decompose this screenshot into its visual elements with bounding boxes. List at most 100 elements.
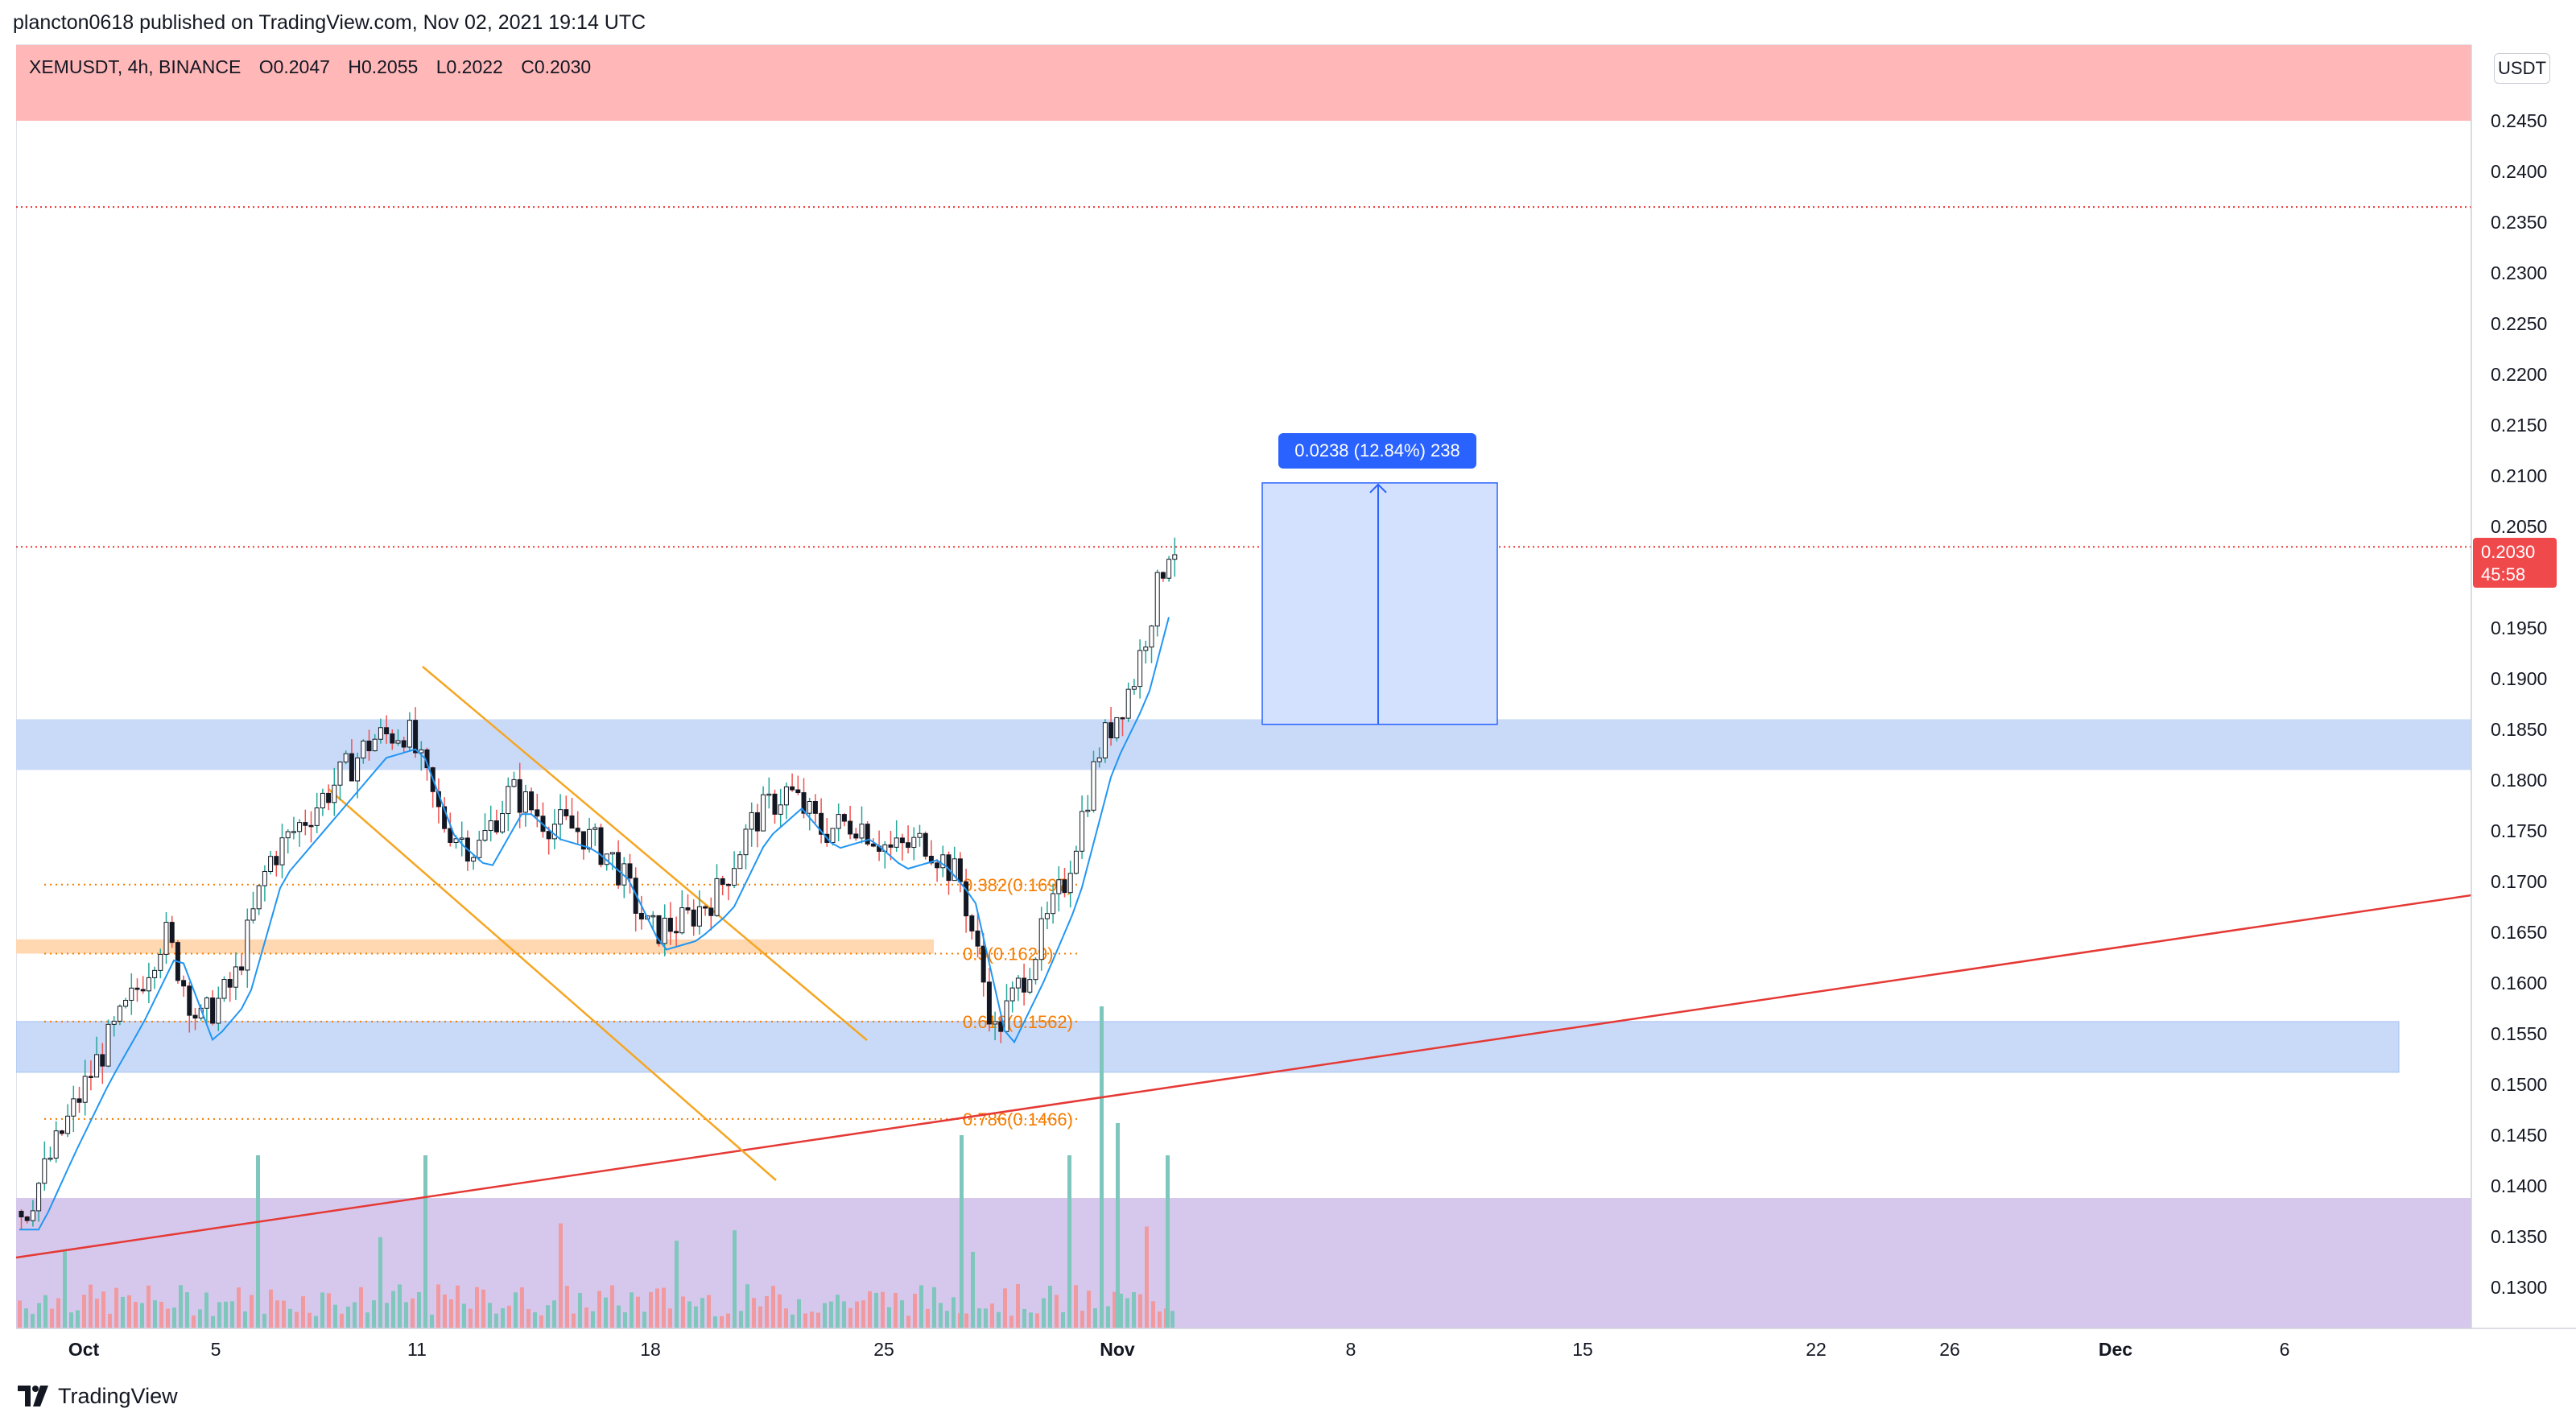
legend-low: L0.2022	[436, 56, 503, 77]
candle-body	[511, 779, 517, 787]
candle-body	[1009, 987, 1015, 1002]
volume-bar	[816, 1312, 820, 1328]
candle-body	[1062, 879, 1067, 894]
candle-body	[123, 999, 129, 1007]
legend-open: O0.2047	[258, 56, 330, 77]
volume-bar	[700, 1298, 704, 1328]
plot-group: 0.382(0.1697)0.5(0.1629)0.618(0.1562)0.7…	[16, 45, 2471, 1328]
candle-body	[1027, 979, 1033, 993]
resistance-zone	[16, 45, 2471, 122]
candle-body	[1131, 686, 1137, 690]
volume-bar	[443, 1294, 447, 1328]
price-tick-label: 0.2450	[2491, 110, 2547, 131]
volume-bar	[1138, 1294, 1142, 1328]
volume-bar	[159, 1301, 163, 1328]
candle-body	[598, 827, 604, 865]
volume-bar	[1022, 1308, 1026, 1328]
volume-bar	[76, 1310, 80, 1328]
candle-body	[865, 824, 870, 845]
volume-bar	[778, 1294, 782, 1328]
volume-bar	[855, 1301, 859, 1328]
candle-body	[957, 858, 963, 882]
volume-bar	[765, 1295, 769, 1328]
volume-bar	[18, 1300, 22, 1328]
candle-body	[442, 806, 448, 829]
candle-body	[761, 794, 766, 832]
volume-bar	[990, 1303, 994, 1328]
candle-body	[395, 740, 401, 744]
candle-body	[285, 831, 291, 839]
volume-bar	[295, 1311, 299, 1328]
candle-body	[326, 792, 332, 803]
candle-body	[221, 979, 227, 999]
candle-body	[407, 720, 412, 748]
candle-body	[493, 820, 499, 832]
volume-bar	[900, 1300, 904, 1328]
candle-body	[105, 1023, 111, 1067]
volume-bar	[507, 1305, 511, 1328]
volume-bar	[1042, 1298, 1046, 1328]
volume-bar	[95, 1299, 99, 1328]
volume-bar	[282, 1300, 286, 1328]
volume-bar	[1061, 1311, 1065, 1328]
candle-body	[783, 786, 789, 806]
volume-bar	[127, 1295, 131, 1328]
volume-bar	[275, 1300, 279, 1328]
candle-body	[94, 1054, 100, 1078]
candle-body	[725, 883, 731, 886]
candle-body	[888, 844, 894, 848]
candle-body	[812, 800, 818, 814]
candle-body	[980, 945, 986, 983]
candle-body	[853, 833, 859, 839]
candle-body	[679, 907, 685, 934]
candle-body	[535, 809, 540, 817]
volume-bar	[269, 1289, 273, 1328]
volume-bar	[1035, 1313, 1039, 1328]
price-tick-label: 0.1450	[2491, 1125, 2547, 1146]
volume-bar	[610, 1285, 614, 1328]
volume-bar	[237, 1287, 241, 1328]
price-tick-label: 0.1750	[2491, 820, 2547, 841]
candle-body	[656, 915, 662, 944]
volume-bar	[314, 1316, 318, 1328]
volume-bar	[591, 1311, 595, 1328]
price-tick-label: 0.1500	[2491, 1074, 2547, 1095]
volume-bar	[572, 1313, 576, 1328]
candle-body	[500, 813, 506, 832]
volume-bar	[192, 1316, 196, 1328]
time-axis-label: Oct	[68, 1339, 100, 1360]
candle-body	[1080, 811, 1085, 852]
volume-bar	[726, 1313, 730, 1328]
candle-body	[650, 915, 656, 918]
tradingview-logo[interactable]: TradingView	[18, 1380, 178, 1412]
candle-body	[940, 854, 946, 869]
candle-body	[529, 791, 535, 811]
volume-bar	[771, 1286, 775, 1328]
volume-bar	[204, 1292, 208, 1328]
chart-pane[interactable]	[16, 44, 2471, 1328]
candle-body	[558, 809, 564, 825]
time-axis-label: 15	[1572, 1339, 1593, 1360]
volume-bar	[411, 1298, 415, 1328]
candle-body	[975, 930, 980, 947]
volume-spike	[256, 1155, 260, 1328]
volume-bar	[662, 1287, 666, 1328]
time-axis-label: Dec	[2099, 1339, 2132, 1360]
volume-bar	[430, 1314, 434, 1328]
candle-body	[848, 820, 853, 835]
candle-body	[146, 977, 151, 992]
volume-bar	[739, 1311, 743, 1328]
candle-body	[320, 792, 325, 808]
candle-body	[580, 831, 586, 850]
volume-bar	[842, 1301, 846, 1328]
support-zone-upper	[16, 719, 2471, 770]
currency-button[interactable]: USDT	[2494, 53, 2550, 84]
volume-bar	[398, 1284, 402, 1328]
volume-bar	[462, 1303, 466, 1328]
candle-body	[1114, 717, 1120, 739]
candle-body	[743, 828, 749, 856]
time-axis-label: 11	[407, 1339, 427, 1360]
candle-body	[181, 980, 187, 987]
time-axis-label: 22	[1806, 1339, 1827, 1360]
